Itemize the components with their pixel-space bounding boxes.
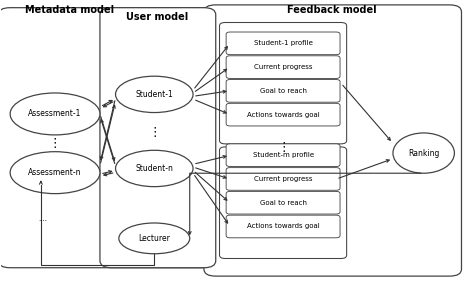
FancyBboxPatch shape [100, 8, 216, 268]
Text: Lecturer: Lecturer [138, 234, 170, 243]
FancyBboxPatch shape [204, 5, 462, 276]
Text: Actions towards goal: Actions towards goal [246, 223, 319, 230]
Text: Student-1: Student-1 [136, 90, 173, 99]
FancyBboxPatch shape [226, 191, 340, 214]
Text: Current progress: Current progress [254, 176, 312, 182]
Text: Ranking: Ranking [408, 149, 439, 158]
Ellipse shape [10, 152, 100, 194]
Ellipse shape [119, 223, 190, 254]
Text: Goal to reach: Goal to reach [260, 88, 307, 94]
FancyBboxPatch shape [226, 32, 340, 55]
Text: Goal to reach: Goal to reach [260, 200, 307, 206]
FancyBboxPatch shape [219, 22, 346, 144]
FancyBboxPatch shape [226, 168, 340, 190]
FancyBboxPatch shape [226, 103, 340, 126]
Text: Student-n: Student-n [136, 164, 173, 173]
Text: User model: User model [127, 12, 189, 22]
Ellipse shape [116, 150, 193, 187]
Text: Assessment-1: Assessment-1 [28, 109, 82, 118]
Ellipse shape [116, 76, 193, 112]
Text: Feedback model: Feedback model [287, 6, 376, 15]
FancyBboxPatch shape [226, 215, 340, 238]
Text: ⋮: ⋮ [277, 141, 290, 154]
FancyBboxPatch shape [226, 56, 340, 78]
Text: Actions towards goal: Actions towards goal [246, 112, 319, 118]
FancyBboxPatch shape [0, 8, 225, 268]
Text: Student-m profile: Student-m profile [253, 152, 314, 158]
Text: ⋮: ⋮ [148, 126, 161, 139]
Text: ⋮: ⋮ [49, 137, 61, 150]
Text: Metadata model: Metadata model [25, 6, 114, 15]
Text: Assessment-n: Assessment-n [28, 168, 82, 177]
Ellipse shape [10, 93, 100, 135]
Ellipse shape [393, 133, 455, 173]
FancyBboxPatch shape [226, 80, 340, 102]
FancyBboxPatch shape [226, 144, 340, 167]
FancyBboxPatch shape [219, 147, 346, 259]
Text: Current progress: Current progress [254, 64, 312, 70]
Text: ....: .... [39, 216, 48, 222]
Text: Student-1 profile: Student-1 profile [254, 40, 312, 46]
